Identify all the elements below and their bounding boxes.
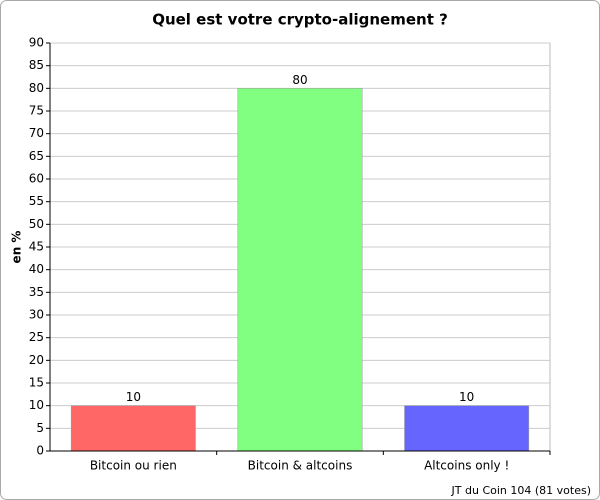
- y-tick-label: 85: [29, 58, 44, 72]
- y-tick-label: 35: [29, 285, 44, 299]
- y-tick-label: 20: [29, 353, 44, 367]
- bar: [237, 88, 363, 452]
- y-tick-label: 25: [29, 330, 44, 344]
- data-label: 80: [292, 73, 307, 87]
- y-tick-label: 70: [29, 126, 44, 140]
- chart-title: Quel est votre crypto-alignement ?: [152, 11, 448, 29]
- y-tick-label: 80: [29, 81, 44, 95]
- x-tick-label: Altcoins only !: [424, 459, 509, 473]
- y-tick-label: 15: [29, 376, 44, 390]
- y-axis-label: en %: [10, 231, 24, 264]
- x-tick-label: Bitcoin & altcoins: [248, 459, 353, 473]
- y-tick-label: 55: [29, 194, 44, 208]
- data-label: 10: [459, 390, 474, 404]
- data-label: 10: [126, 390, 141, 404]
- y-tick-label: 65: [29, 149, 44, 163]
- y-tick-label: 50: [29, 217, 44, 231]
- bar: [70, 405, 196, 452]
- y-tick-label: 0: [36, 444, 44, 458]
- plot-area: 0 5 10 15 20 25 30 35 40 45 50 55 60 65 70 75 80 85 90 10 Bi…: [29, 36, 551, 473]
- y-tick-label: 45: [29, 240, 44, 254]
- footer-note: JT du Coin 104 (81 votes): [451, 484, 591, 497]
- y-tick-label: 30: [29, 308, 44, 322]
- y-tick-label: 5: [36, 421, 44, 435]
- x-tick-label: Bitcoin ou rien: [90, 459, 177, 473]
- y-tick-label: 75: [29, 104, 44, 118]
- y-tick-label: 90: [29, 36, 44, 50]
- bar: [404, 405, 530, 452]
- y-tick-label: 40: [29, 262, 44, 276]
- y-tick-label: 10: [29, 398, 44, 412]
- y-tick-label: 60: [29, 172, 44, 186]
